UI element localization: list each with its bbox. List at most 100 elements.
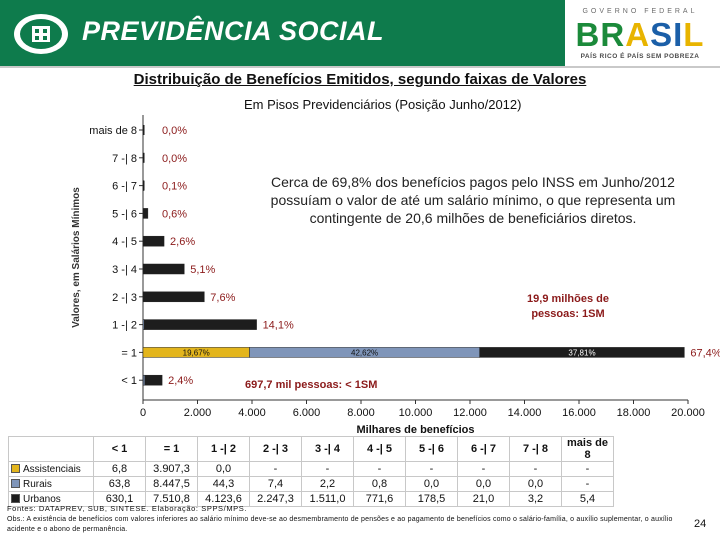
table-row: Assistenciais 6,8 3.907,3 0,0- - - - - - - bbox=[8, 461, 614, 477]
table-cell: 7.510,8 bbox=[145, 491, 198, 507]
table-cell: 0,0 bbox=[457, 476, 510, 492]
percent-label: 5,1% bbox=[190, 264, 215, 276]
y-tick-label: 7 -| 8 bbox=[112, 153, 137, 165]
header-band bbox=[0, 0, 565, 66]
percent-label: 7,6% bbox=[210, 292, 235, 304]
x-tick-label: 0 bbox=[140, 407, 146, 419]
y-tick-label: 3 -| 4 bbox=[112, 264, 137, 276]
table-row: Rurais 63,8 8.447,5 44,3 7,4 2,2 0,8 0,0 0,0 0,0- bbox=[8, 476, 614, 492]
y-tick-label: 2 -| 3 bbox=[112, 292, 137, 304]
bar-segment-urbanos bbox=[142, 263, 185, 275]
table-cell: 3,2 bbox=[509, 491, 562, 507]
x-tick-label: 10.000 bbox=[399, 407, 433, 419]
table-cell: - bbox=[249, 461, 302, 477]
table-row-label: Assistenciais bbox=[8, 461, 94, 477]
callout-text: 697,7 mil pessoas: < 1SM bbox=[245, 379, 377, 391]
footnote: Obs.: A existência de benefícios com val… bbox=[7, 516, 673, 533]
segment-percent-label: 19,67% bbox=[183, 348, 210, 357]
x-tick-label: 6.000 bbox=[293, 407, 321, 419]
table-cell: 2,2 bbox=[301, 476, 354, 492]
table-row-label: Rurais bbox=[8, 476, 94, 492]
table-cell: - bbox=[561, 461, 614, 477]
chart-annotation: Cerca de 69,8% dos benefícios pagos pelo… bbox=[270, 174, 676, 226]
x-tick-label: 2.000 bbox=[184, 407, 212, 419]
chart-title: Distribuição de Benefícios Emitidos, seg… bbox=[133, 71, 587, 88]
segment-percent-label: 42,62% bbox=[351, 348, 378, 357]
table-cell: 2.247,3 bbox=[249, 491, 302, 507]
bar-segment-urbanos bbox=[142, 208, 149, 219]
x-tick-label: 4.000 bbox=[238, 407, 266, 419]
percent-label: 67,4% bbox=[690, 347, 720, 359]
x-tick-label: 14.000 bbox=[508, 407, 542, 419]
gov-logo-letter: S bbox=[650, 16, 674, 53]
table-cell: 630,1 bbox=[93, 491, 146, 507]
table-header-cell: 2 -| 3 bbox=[249, 436, 302, 462]
legend-swatch-icon bbox=[11, 464, 20, 474]
callout-text: 19,9 milhões de bbox=[527, 293, 609, 305]
table-row: Urbanos 630,1 7.510,8 4.123,6 2.247,3 1.511,0… bbox=[8, 491, 614, 507]
table-cell: 8.447,5 bbox=[145, 476, 198, 492]
previdencia-logo-icon bbox=[14, 14, 68, 54]
percent-label: 2,6% bbox=[170, 236, 195, 248]
table-header-cell: < 1 bbox=[93, 436, 146, 462]
table-cell: 5,4 bbox=[561, 491, 614, 507]
table-cell: - bbox=[561, 476, 614, 492]
y-tick-label: < 1 bbox=[121, 375, 137, 387]
table-header-cell: 5 -| 6 bbox=[405, 436, 458, 462]
table-cell: 21,0 bbox=[457, 491, 510, 507]
percent-label: 14,1% bbox=[263, 320, 294, 332]
header: PREVIDÊNCIA SOCIAL GOVERNO FEDERAL BRASI… bbox=[0, 0, 720, 68]
legend-swatch-icon bbox=[11, 494, 20, 504]
table-cell: - bbox=[457, 461, 510, 477]
gov-logo-letter: L bbox=[683, 16, 705, 53]
legend-label: Assistenciais bbox=[23, 463, 81, 475]
bar-stub bbox=[143, 152, 145, 163]
segment-percent-label: 37,81% bbox=[568, 348, 595, 357]
gov-logo-top-text: GOVERNO FEDERAL bbox=[582, 8, 698, 15]
table-cell: 6,8 bbox=[93, 461, 146, 477]
gov-logo-letter: A bbox=[625, 16, 651, 53]
y-tick-label: 6 -| 7 bbox=[112, 181, 137, 193]
table-cell: 7,4 bbox=[249, 476, 302, 492]
percent-label: 0,1% bbox=[162, 181, 187, 193]
table-cell: - bbox=[301, 461, 354, 477]
x-axis-label: Milhares de benefícios bbox=[357, 424, 475, 436]
y-tick-label: 1 -| 2 bbox=[112, 320, 137, 332]
table-cell: 44,3 bbox=[197, 476, 250, 492]
chart-subtitle: Em Pisos Previdenciários (Posição Junho/… bbox=[244, 97, 522, 112]
table-header-cell bbox=[8, 436, 94, 462]
bar-chart: 0 2.000 4.000 6.000 8.000 10.000 12.000 14.000 1… bbox=[71, 115, 720, 436]
gov-logo: GOVERNO FEDERAL BRASIL PAÍS RICO É PAÍS … bbox=[570, 8, 710, 62]
table-cell: - bbox=[405, 461, 458, 477]
table-cell: 771,6 bbox=[353, 491, 406, 507]
y-tick-label: 5 -| 6 bbox=[112, 208, 137, 220]
bar-segment-urbanos bbox=[143, 319, 257, 330]
x-tick-label: 12.000 bbox=[453, 407, 487, 419]
x-tick-label: 8.000 bbox=[347, 407, 375, 419]
percent-label: 0,0% bbox=[162, 125, 187, 137]
header-divider bbox=[0, 66, 720, 68]
gov-logo-letter: B bbox=[575, 16, 601, 53]
y-tick-label: mais de 8 bbox=[89, 125, 137, 137]
y-tick-label: = 1 bbox=[121, 347, 137, 359]
table-cell: 0,8 bbox=[353, 476, 406, 492]
legend-swatch-icon bbox=[11, 479, 20, 489]
bar-stub bbox=[143, 180, 145, 191]
bar-segment-urbanos bbox=[479, 347, 685, 358]
bar-stub bbox=[143, 125, 145, 135]
table-cell: 0,0 bbox=[197, 461, 250, 477]
page-number: 24 bbox=[694, 518, 707, 530]
gov-logo-slogan: PAÍS RICO É PAÍS SEM POBREZA bbox=[580, 53, 700, 60]
table-header-cell: 4 -| 5 bbox=[353, 436, 406, 462]
table-cell: 1.511,0 bbox=[301, 491, 354, 507]
bar-segment-urbanos bbox=[144, 374, 163, 386]
legend-label: Urbanos bbox=[23, 493, 61, 505]
source-note: Fontes: DATAPREV, SUB, SINTESE. Elaboraç… bbox=[7, 504, 248, 513]
percent-label: 0,6% bbox=[162, 208, 187, 220]
percent-label: 0,0% bbox=[162, 153, 187, 165]
table-header-cell: 6 -| 7 bbox=[457, 436, 510, 462]
table-header-cell: = 1 bbox=[145, 436, 198, 462]
table-row-label: Urbanos bbox=[8, 491, 94, 507]
